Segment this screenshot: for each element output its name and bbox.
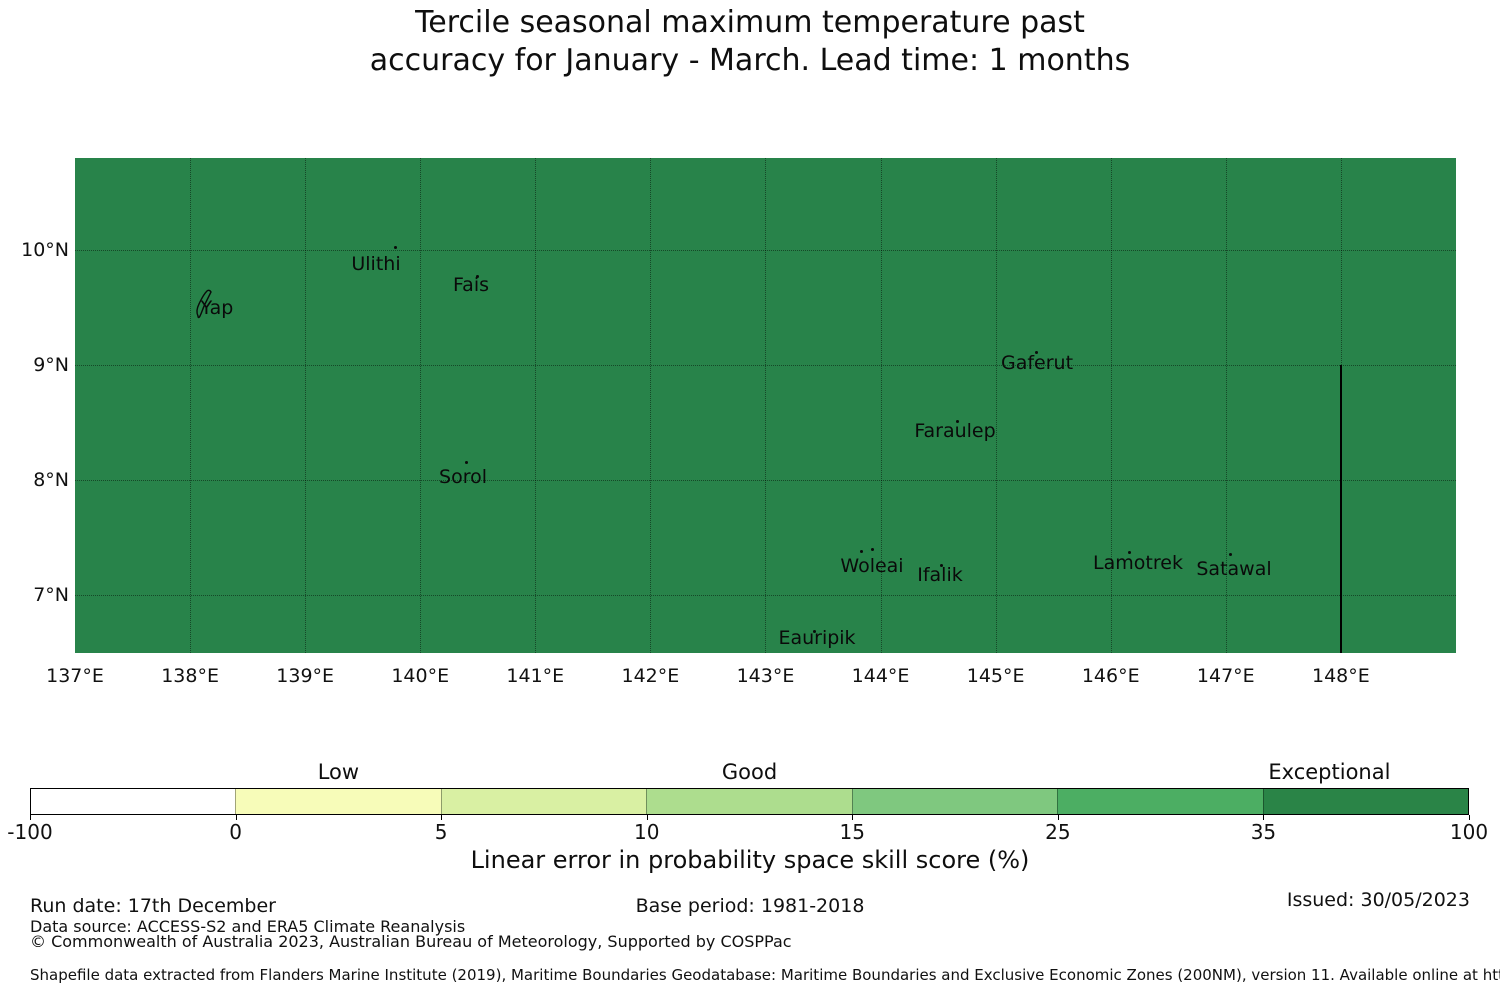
island-mark <box>813 630 816 633</box>
colorbar-segment <box>1057 789 1263 814</box>
island-label: Faraulep <box>914 420 996 442</box>
colorbar-tick-label: 10 <box>633 820 660 844</box>
colorbar-tick-mark <box>1263 815 1265 820</box>
map-gridline-vertical <box>1110 158 1112 653</box>
x-axis-tick-label: 147°E <box>1196 665 1255 687</box>
colorbar-tick-mark <box>1057 815 1059 820</box>
colorbar-category-label: Exceptional <box>1268 760 1391 784</box>
x-axis-tick-label: 144°E <box>851 665 910 687</box>
colorbar-tick-label: -100 <box>7 820 53 844</box>
island-mark <box>940 564 943 567</box>
run-date-text: Run date: 17th December <box>30 895 276 917</box>
island-label: Fais <box>452 274 490 296</box>
colorbar-tick-label: 15 <box>839 820 866 844</box>
colorbar-category-label: Good <box>721 760 778 784</box>
island-mark <box>465 461 468 464</box>
shapefile-note-text: Shapefile data extracted from Flanders M… <box>30 966 1500 984</box>
map-gridline-vertical <box>995 158 997 653</box>
y-axis-tick-label: 9°N <box>33 354 69 376</box>
colorbar-tick-mark <box>441 815 443 820</box>
figure-title-line-1: Tercile seasonal maximum temperature pas… <box>415 5 1085 40</box>
x-axis-tick-label: 137°E <box>46 665 104 687</box>
map-gridline-vertical <box>880 158 882 653</box>
map-gridline-vertical <box>420 158 422 653</box>
colorbar-caption: Linear error in probability space skill … <box>470 846 1030 874</box>
island-label: Ulithi <box>351 253 401 275</box>
x-axis-tick-label: 148°E <box>1311 665 1370 687</box>
x-axis-tick-label: 140°E <box>391 665 450 687</box>
x-axis-tick-label: 142°E <box>621 665 680 687</box>
island-mark <box>871 548 874 551</box>
x-axis-tick-label: 138°E <box>161 665 219 687</box>
island-mark <box>1229 553 1232 556</box>
map-gridline-vertical <box>1225 158 1227 653</box>
colorbar-tick-label: 5 <box>434 820 448 844</box>
map-gridline-horizontal <box>75 365 1456 366</box>
issued-date-text: Issued: 30/05/2023 <box>1286 889 1470 911</box>
colorbar-segment <box>851 789 1058 814</box>
y-axis-tick-label: 7°N <box>33 584 69 606</box>
x-axis-tick-label: 146°E <box>1081 665 1140 687</box>
maritime-boundary-line <box>1340 365 1342 653</box>
colorbar-segment <box>1262 789 1468 814</box>
colorbar-segment <box>235 789 441 814</box>
colorbar-segment <box>646 789 852 814</box>
x-axis-tick-label: 143°E <box>736 665 795 687</box>
map-gridline-vertical <box>305 158 307 653</box>
map-gridline-horizontal <box>75 480 1456 481</box>
colorbar-tick-label: 100 <box>1449 820 1489 844</box>
island-mark <box>860 550 863 553</box>
colorbar-tick-label: 0 <box>229 820 242 844</box>
colorbar-category-label: Low <box>317 760 360 784</box>
base-period-text: Base period: 1981-2018 <box>635 895 865 917</box>
island-mark <box>956 420 959 423</box>
island-label: Lamotrek <box>1093 552 1183 574</box>
map-panel <box>75 158 1456 653</box>
map-gridline-vertical <box>765 158 767 653</box>
colorbar-tick-mark <box>30 815 31 820</box>
y-axis-tick-label: 8°N <box>33 469 69 491</box>
colorbar-tick-mark <box>235 815 237 820</box>
map-gridline-vertical <box>535 158 537 653</box>
x-axis-tick-label: 141°E <box>506 665 565 687</box>
island-mark <box>476 275 479 278</box>
island-mark <box>1035 351 1038 354</box>
island-label: Sorol <box>439 466 487 488</box>
colorbar-tick-mark <box>1469 815 1470 820</box>
map-gridline-vertical <box>190 158 192 653</box>
x-axis-tick-label: 139°E <box>276 665 335 687</box>
colorbar <box>30 788 1469 815</box>
island-mark <box>1128 551 1131 554</box>
island-label: Ifalik <box>917 564 963 586</box>
island-label: Yap <box>200 297 234 319</box>
x-axis-tick-label: 145°E <box>966 665 1025 687</box>
island-label: Gaferut <box>1000 352 1074 374</box>
island-label: Satawal <box>1196 558 1272 580</box>
y-axis-tick-label: 10°N <box>21 239 69 261</box>
map-gridline-horizontal <box>75 250 1456 251</box>
figure-title-line-2: accuracy for January - March. Lead time:… <box>369 43 1131 78</box>
colorbar-tick-mark <box>646 815 648 820</box>
island-label: Woleai <box>840 555 904 577</box>
colorbar-tick-label: 25 <box>1045 820 1071 844</box>
map-gridline-vertical <box>650 158 652 653</box>
island-outline-yap <box>194 288 218 320</box>
colorbar-tick-mark <box>852 815 854 820</box>
colorbar-segment <box>440 789 647 814</box>
data-source-text: Data source: ACCESS-S2 and ERA5 Climate … <box>30 917 466 936</box>
island-label: Eauripik <box>778 627 856 649</box>
island-mark <box>394 246 397 249</box>
colorbar-segment <box>31 789 236 814</box>
colorbar-tick-label: 35 <box>1250 820 1277 844</box>
map-gridline-horizontal <box>75 595 1456 596</box>
copyright-text: © Commonwealth of Australia 2023, Austra… <box>30 932 792 951</box>
